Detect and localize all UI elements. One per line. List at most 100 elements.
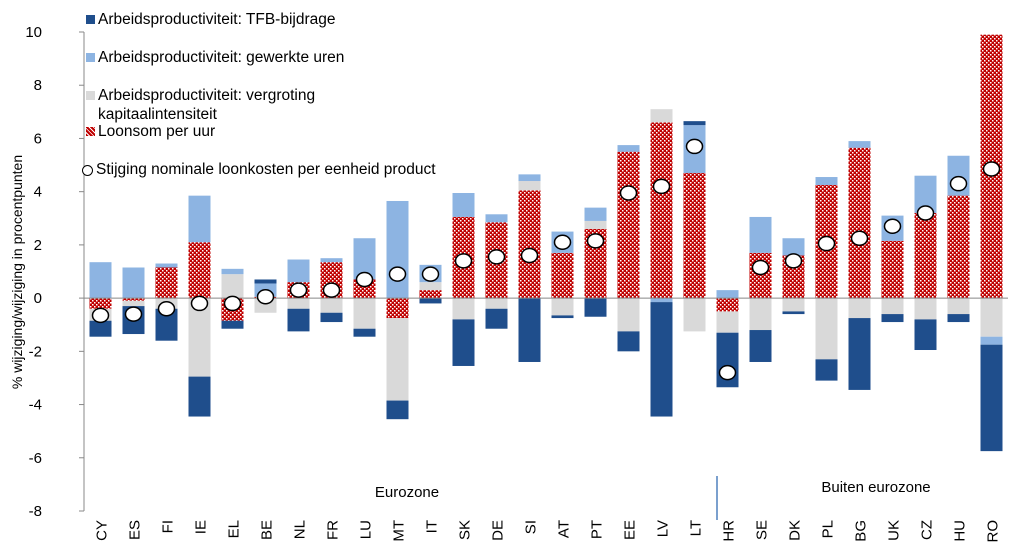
legend-item: Stijging nominale loonkosten per eenheid… (82, 160, 496, 179)
marker (289, 282, 308, 298)
y-tick-label: -8 (29, 503, 42, 520)
bar-segment (89, 298, 112, 309)
bar-segment (914, 319, 937, 351)
x-tick-label: NL (292, 520, 309, 539)
bar-segment (716, 290, 739, 299)
legend-swatch (82, 165, 93, 176)
bar-segment (518, 298, 541, 362)
x-tick-label: LU (358, 520, 375, 539)
bar-segment (89, 320, 112, 337)
x-tick-label: UK (886, 520, 903, 541)
legend-label: Arbeidsproductiviteit: vergroting kapita… (98, 87, 316, 123)
legend-label: Arbeidsproductiviteit: gewerkte uren (98, 49, 345, 66)
legend-item: Arbeidsproductiviteit: TFB-bijdrage (86, 10, 406, 29)
y-tick-label: 2 (34, 237, 42, 254)
bar-segment (848, 147, 871, 299)
y-tick-label: -6 (29, 450, 42, 467)
bar-segment (386, 400, 409, 420)
bar-segment (452, 298, 475, 320)
bar-segment (914, 298, 937, 320)
legend-item: Loonsom per uur (86, 122, 386, 141)
bar-segment (782, 238, 805, 256)
bar-segment (914, 212, 937, 299)
bar-segment (617, 298, 640, 332)
bar-segment (683, 173, 706, 299)
marker (850, 230, 869, 246)
x-tick-label: LT (688, 520, 705, 536)
marker (454, 253, 473, 269)
bar-segment (881, 240, 904, 299)
y-tick-label: 8 (34, 77, 42, 94)
bar-segment (617, 331, 640, 352)
marker (421, 266, 440, 282)
bar-segment (650, 109, 673, 123)
bar-segment (815, 177, 838, 186)
bar-segment (749, 252, 772, 299)
y-tick-label: -4 (29, 397, 42, 414)
bar-segment (221, 320, 244, 329)
x-tick-label: CY (94, 520, 111, 541)
legend-item: Arbeidsproductiviteit: vergroting kapita… (86, 86, 386, 124)
bar-segment (683, 121, 706, 126)
x-tick-label: LV (655, 520, 672, 537)
legend-swatch (86, 15, 95, 24)
bar-segment (353, 298, 376, 329)
x-tick-label: MT (391, 520, 408, 542)
bar-segment (518, 174, 541, 182)
bar-segment (518, 181, 541, 191)
bar-segment (815, 359, 838, 381)
bar-segment (551, 298, 574, 316)
marker (652, 178, 671, 195)
bar-segment (386, 200, 409, 299)
bar-segment (485, 298, 508, 309)
bar-segment (386, 298, 409, 319)
y-tick-label: 6 (34, 130, 42, 147)
marker (487, 249, 506, 265)
bar-segment (584, 298, 607, 317)
bar-segment (881, 314, 904, 323)
bar-segment (419, 290, 442, 299)
marker (751, 259, 770, 276)
marker (256, 289, 275, 305)
bar-segment (287, 298, 310, 309)
legend-swatch (86, 53, 95, 62)
x-tick-label: FR (325, 520, 342, 540)
marker (586, 233, 605, 249)
bar-segment (782, 298, 805, 312)
bar-segment (320, 312, 343, 323)
marker (388, 266, 407, 282)
bar-segment (716, 298, 739, 312)
x-tick-label: EE (622, 520, 639, 540)
x-tick-label: CZ (919, 520, 936, 540)
bar-segment (353, 328, 376, 337)
bar-segment (947, 314, 970, 323)
x-tick-label: PT (589, 520, 606, 539)
marker (916, 205, 935, 221)
y-tick-label: -2 (29, 343, 42, 360)
bar-segment (287, 259, 310, 283)
marker (982, 161, 1001, 177)
legend-swatch (86, 91, 95, 100)
x-tick-label: SI (523, 520, 540, 534)
bar-segment (848, 141, 871, 148)
bar-segment (89, 262, 112, 299)
bar-segment (650, 302, 673, 417)
bar-segment (221, 268, 244, 275)
bar-segment (419, 298, 442, 304)
bar-segment (188, 298, 211, 377)
bar-segment (122, 267, 145, 299)
y-tick-label: 0 (34, 290, 42, 307)
bar-segment (749, 298, 772, 331)
marker (322, 282, 341, 298)
bar-segment (617, 145, 640, 152)
x-tick-label: BE (259, 520, 276, 540)
bar-segment (386, 318, 409, 401)
marker (817, 235, 836, 252)
x-tick-label: PL (820, 520, 837, 538)
bar-segment (749, 216, 772, 253)
legend-label: Arbeidsproductiviteit: TFB-bijdrage (98, 11, 336, 28)
y-tick-label: 4 (34, 184, 42, 201)
bar-segment (650, 298, 673, 303)
bar-segment (980, 336, 1003, 345)
